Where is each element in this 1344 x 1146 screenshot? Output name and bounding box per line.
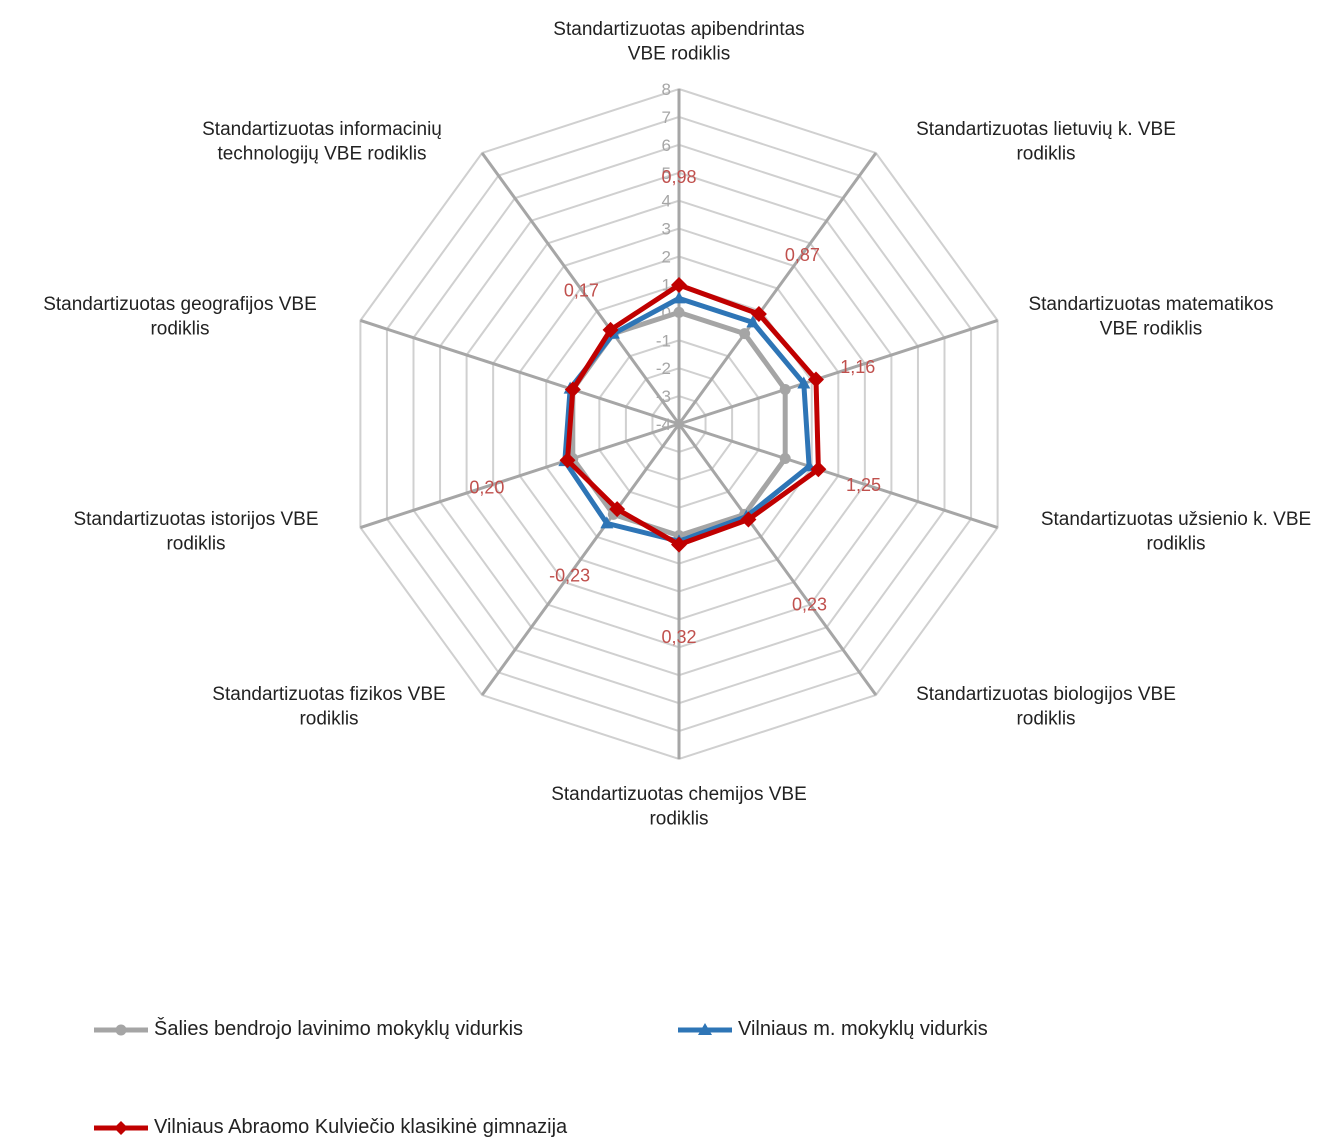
legend-label-gymnasium: Vilniaus Abraomo Kulviečio klasikinė gim… bbox=[154, 1116, 568, 1138]
legend-label-vilnius-average: Vilniaus m. mokyklų vidurkis bbox=[738, 1018, 988, 1040]
data-point bbox=[740, 511, 757, 528]
tick-label: -1 bbox=[656, 331, 671, 350]
data-label: 0,20 bbox=[469, 477, 504, 497]
tick-label: -4 bbox=[656, 415, 671, 434]
data-point bbox=[779, 383, 791, 395]
legend-marker-grey-circle bbox=[94, 1024, 148, 1035]
tick-label: 8 bbox=[662, 80, 671, 99]
data-point bbox=[797, 376, 811, 389]
axis-spoke bbox=[359, 319, 680, 426]
data-point bbox=[739, 328, 751, 340]
data-point bbox=[807, 371, 824, 388]
axis-spoke bbox=[678, 422, 999, 529]
data-label: 0,23 bbox=[792, 595, 827, 615]
category-label: Standartizuotas informacinių technologijų… bbox=[202, 119, 442, 165]
data-point bbox=[672, 291, 686, 304]
axis-spoke bbox=[677, 152, 878, 425]
data-point bbox=[602, 321, 619, 338]
tick-label: 7 bbox=[662, 108, 671, 127]
data-point bbox=[609, 501, 626, 518]
category-label: Standartizuotas fizikos VBE rodiklis bbox=[212, 684, 445, 730]
category-label: Standartizuotas biologijos VBE rodiklis bbox=[916, 684, 1176, 730]
data-point bbox=[779, 453, 791, 465]
data-label: 0,98 bbox=[661, 167, 696, 187]
data-label: 0,87 bbox=[785, 245, 820, 265]
axis-spoke bbox=[678, 319, 999, 426]
tick-label: 0 bbox=[662, 303, 671, 322]
data-point bbox=[600, 516, 614, 529]
tick-label: 6 bbox=[662, 136, 671, 155]
tick-label: 2 bbox=[662, 248, 671, 267]
axis-spoke bbox=[677, 423, 878, 696]
category-label: Standartizuotas apibendrintas VBE rodikli… bbox=[553, 19, 804, 65]
axis-spoke bbox=[480, 423, 681, 696]
data-label: 0,32 bbox=[661, 627, 696, 647]
tick-label: -2 bbox=[656, 359, 671, 378]
legend-item-gymnasium: Vilniaus Abraomo Kulviečio klasikinė gim… bbox=[92, 1116, 567, 1139]
tick-label: 3 bbox=[662, 220, 671, 239]
tick-label: 1 bbox=[662, 275, 671, 294]
legend-marker-red-diamond bbox=[94, 1120, 148, 1135]
data-point bbox=[746, 315, 760, 328]
data-point bbox=[671, 276, 687, 293]
category-label: Standartizuotas chemijos VBE rodiklis bbox=[551, 784, 807, 830]
tick-label: 5 bbox=[662, 164, 671, 183]
data-label: 1,25 bbox=[846, 475, 881, 495]
category-label: Standartizuotas lietuvių k. VBE rodiklis bbox=[916, 119, 1176, 165]
legend-item-vilnius-average: Vilniaus m. mokyklų vidurkis bbox=[676, 1018, 988, 1041]
data-point bbox=[750, 306, 767, 323]
data-label: 0,17 bbox=[564, 281, 599, 301]
legend-item-country-average: Šalies bendrojo lavinimo mokyklų vidurki… bbox=[92, 1018, 523, 1041]
category-label: Standartizuotas istorijos VBE rodiklis bbox=[73, 509, 318, 555]
legend-marker-blue-triangle bbox=[678, 1022, 732, 1035]
axis-spoke bbox=[480, 152, 681, 425]
tick-label: 4 bbox=[662, 192, 671, 211]
category-label: Standartizuotas užsienio k. VBE rodiklis bbox=[1041, 509, 1311, 555]
data-point bbox=[671, 536, 687, 553]
data-point bbox=[559, 452, 576, 469]
axis-spoke bbox=[359, 422, 680, 529]
data-point bbox=[564, 381, 581, 398]
tick-label: -3 bbox=[656, 387, 671, 406]
data-point bbox=[810, 461, 827, 478]
data-label: 1,16 bbox=[840, 357, 875, 377]
legend-label-country-average: Šalies bendrojo lavinimo mokyklų vidurki… bbox=[154, 1018, 524, 1040]
category-label: Standartizuotas geografijos VBE rodiklis bbox=[43, 294, 317, 340]
category-label: Standartizuotas matematikos VBE rodiklis bbox=[1028, 294, 1273, 340]
data-label: -0,23 bbox=[549, 565, 590, 585]
data-point bbox=[673, 306, 685, 318]
